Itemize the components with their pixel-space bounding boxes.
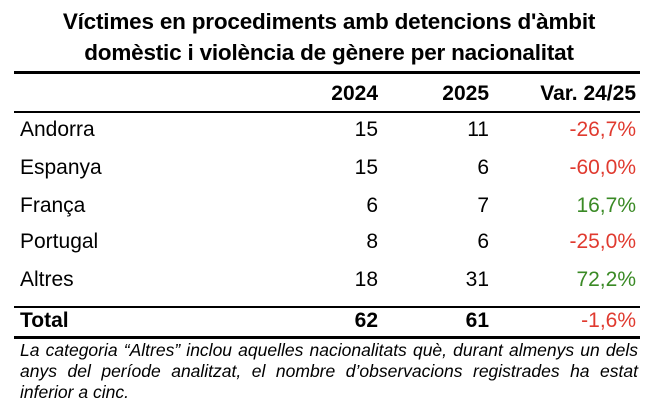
table-row: Espanya 15 6 -60,0% (14, 152, 640, 184)
table-title-line-1: Víctimes en procediments amb detencions … (62, 9, 596, 34)
header-rule (14, 111, 640, 113)
header-row: 2024 2025 Var. 24/25 (14, 78, 640, 110)
total-label: Total (20, 309, 69, 332)
header-variation: Var. 24/25 (540, 82, 636, 105)
row-value-2025: 31 (465, 268, 489, 291)
row-name: Espanya (20, 156, 102, 179)
total-row: Total 62 61 -1,6% (14, 305, 640, 337)
footnote: La categoria “Altres” inclou aquelles na… (20, 340, 638, 402)
table-row: Andorra 15 11 -26,7% (14, 114, 640, 146)
row-variation: -25,0% (569, 230, 636, 253)
header-2024: 2024 (331, 82, 378, 105)
row-variation: 72,2% (576, 268, 636, 291)
row-value-2024: 6 (366, 194, 378, 217)
row-value-2024: 15 (354, 118, 378, 141)
row-variation: -60,0% (569, 156, 636, 179)
table-row: França 6 7 16,7% (14, 190, 640, 222)
row-value-2025: 7 (477, 194, 489, 217)
table-title-line-2: domèstic i violència de gènere per nacio… (84, 40, 574, 65)
row-name: Portugal (20, 230, 99, 253)
row-value-2024: 15 (354, 156, 378, 179)
row-variation: -26,7% (569, 118, 636, 141)
table-row: Altres 18 31 72,2% (14, 264, 640, 296)
row-name: França (20, 194, 86, 217)
row-value-2025: 6 (477, 230, 489, 253)
row-name: Altres (20, 268, 74, 291)
row-value-2025: 6 (477, 156, 489, 179)
total-variation: -1,6% (581, 309, 636, 332)
row-value-2025: 11 (467, 118, 489, 141)
row-value-2024: 8 (366, 230, 378, 253)
row-variation: 16,7% (576, 194, 636, 217)
total-rule (14, 306, 640, 308)
bottom-rule (14, 336, 640, 339)
row-name: Andorra (20, 118, 95, 141)
total-value-2024: 62 (354, 309, 378, 332)
table-row: Portugal 8 6 -25,0% (14, 226, 640, 258)
top-rule (14, 71, 640, 74)
row-value-2024: 18 (354, 268, 378, 291)
header-2025: 2025 (442, 82, 489, 105)
table-title: Víctimes en procediments amb detencions … (0, 6, 658, 68)
total-value-2025: 61 (465, 309, 489, 332)
